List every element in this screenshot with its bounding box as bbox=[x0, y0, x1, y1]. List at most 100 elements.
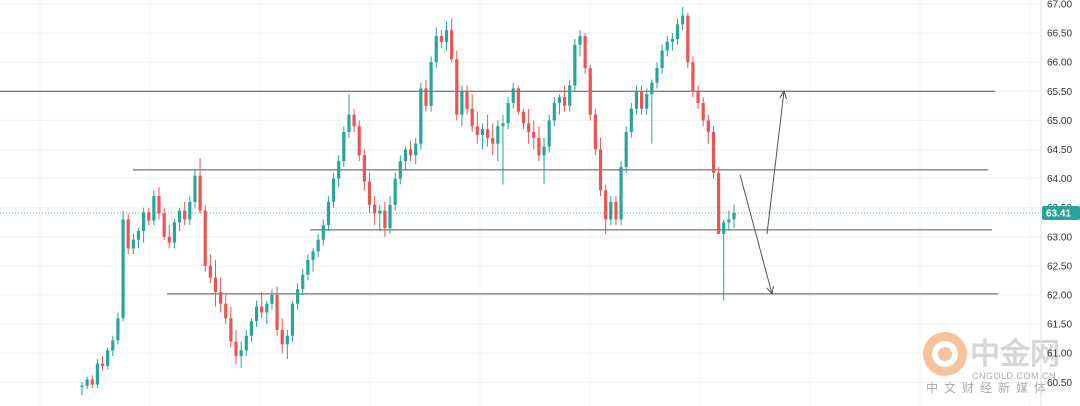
candle-body bbox=[106, 350, 110, 367]
candle-body bbox=[732, 212, 736, 220]
candle-body bbox=[552, 102, 556, 121]
y-tick-label: 63.00 bbox=[1047, 232, 1072, 243]
projection-arrow bbox=[739, 174, 773, 294]
candle-body bbox=[136, 230, 141, 240]
candle-body bbox=[229, 318, 233, 342]
watermark-tagline: 中文财经新媒体 bbox=[926, 380, 1052, 395]
candle-body bbox=[172, 222, 177, 243]
candle-body bbox=[347, 114, 351, 133]
candle-body bbox=[265, 303, 269, 313]
candle-body bbox=[675, 24, 680, 39]
candle-body bbox=[337, 161, 341, 179]
candle-body bbox=[342, 132, 346, 162]
candle-body bbox=[208, 265, 212, 278]
candle-body bbox=[234, 341, 238, 357]
arrow-head-icon bbox=[766, 285, 774, 295]
y-tick-label: 64.00 bbox=[1047, 174, 1072, 185]
candle-body bbox=[419, 88, 423, 144]
candle-body bbox=[532, 132, 536, 138]
candle-body bbox=[398, 161, 402, 179]
y-tick-label: 64.50 bbox=[1047, 145, 1072, 156]
candle-body bbox=[362, 155, 366, 182]
candle-body bbox=[568, 85, 572, 106]
candle-body bbox=[254, 306, 259, 322]
candle-body bbox=[696, 91, 700, 103]
candle-body bbox=[701, 102, 705, 121]
candle-body bbox=[90, 379, 94, 385]
candle-body bbox=[593, 114, 597, 150]
candle-body bbox=[152, 196, 156, 221]
y-tick-label: 67.00 bbox=[1047, 0, 1072, 11]
candle-body bbox=[450, 30, 454, 60]
candle-body bbox=[321, 225, 325, 240]
candles bbox=[80, 6, 736, 396]
watermark-title: 中金网 bbox=[970, 337, 1060, 372]
candle-body bbox=[501, 123, 505, 127]
candle-body bbox=[562, 97, 567, 106]
candle-body bbox=[126, 219, 130, 249]
candle-body bbox=[588, 68, 592, 115]
candle-body bbox=[496, 126, 500, 144]
candle-body bbox=[506, 102, 510, 124]
candle-body bbox=[80, 385, 84, 387]
y-tick-label: 61.50 bbox=[1047, 320, 1072, 331]
candle-body bbox=[604, 190, 608, 220]
candle-body bbox=[213, 277, 218, 293]
candle-body bbox=[424, 88, 428, 106]
current-price-label: 63.41 bbox=[1046, 208, 1071, 219]
candle-body bbox=[686, 15, 690, 63]
candle-body bbox=[224, 303, 228, 319]
candle-body bbox=[614, 201, 618, 220]
candle-body bbox=[147, 212, 151, 221]
candle-body bbox=[650, 82, 654, 95]
candle-body bbox=[357, 126, 361, 156]
candle-body bbox=[131, 239, 135, 249]
y-tick-label: 66.50 bbox=[1047, 29, 1072, 40]
candle-body bbox=[198, 175, 202, 211]
current-price-badge-bg bbox=[1042, 205, 1080, 220]
candle-body bbox=[665, 41, 669, 51]
candle-body bbox=[634, 91, 639, 109]
candle-body bbox=[280, 329, 284, 345]
candle-body bbox=[619, 166, 623, 220]
candle-body bbox=[301, 274, 305, 290]
candle-body bbox=[573, 44, 577, 86]
candle-body bbox=[121, 219, 125, 319]
candle-body bbox=[85, 379, 89, 386]
candle-body bbox=[116, 318, 120, 341]
candle-body bbox=[193, 175, 197, 202]
candle-body bbox=[352, 114, 356, 127]
candle-body bbox=[388, 204, 392, 229]
candle-body bbox=[645, 94, 649, 109]
candle-body bbox=[100, 363, 105, 367]
grid bbox=[0, 0, 1041, 406]
candle-body bbox=[239, 350, 243, 357]
candle-body bbox=[470, 108, 474, 127]
candle-body bbox=[270, 295, 274, 304]
y-tick-label: 62.50 bbox=[1047, 261, 1072, 272]
candle-body bbox=[393, 178, 397, 205]
candle-body bbox=[285, 335, 289, 345]
candle-body bbox=[429, 62, 433, 106]
level-lines bbox=[0, 90, 998, 295]
candle-body bbox=[188, 201, 192, 220]
candle-body bbox=[583, 36, 587, 69]
candle-body bbox=[491, 137, 495, 144]
candle-body bbox=[162, 213, 166, 237]
candle-body bbox=[706, 120, 710, 133]
arrow-head-icon bbox=[779, 90, 788, 100]
candle-body bbox=[455, 59, 459, 115]
y-tick-label: 66.00 bbox=[1047, 58, 1072, 69]
projection-arrow bbox=[766, 91, 785, 234]
candle-body bbox=[142, 212, 146, 231]
candle-body bbox=[434, 36, 438, 63]
candle-body bbox=[244, 335, 248, 351]
candle-body bbox=[465, 91, 469, 109]
candle-body bbox=[311, 251, 315, 261]
projection-arrows bbox=[739, 90, 788, 295]
y-tick-label: 61.00 bbox=[1047, 349, 1072, 360]
candle-body bbox=[177, 210, 182, 223]
candle-body bbox=[475, 126, 479, 135]
current-price-badge: 63.41 bbox=[1042, 205, 1080, 220]
candle-body bbox=[408, 149, 413, 156]
